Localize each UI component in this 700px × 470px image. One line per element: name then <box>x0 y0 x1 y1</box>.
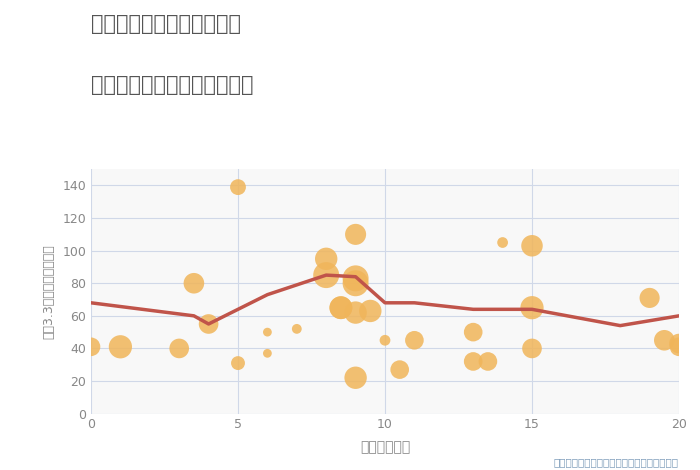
Point <box>85 343 97 351</box>
Point <box>673 340 685 347</box>
X-axis label: 駅距離（分）: 駅距離（分） <box>360 440 410 454</box>
Point <box>526 345 538 352</box>
Point <box>350 274 361 282</box>
Text: 駅距離別中古マンション価格: 駅距離別中古マンション価格 <box>91 75 253 95</box>
Point <box>379 337 391 344</box>
Point <box>365 307 376 315</box>
Point <box>262 350 273 357</box>
Text: 円の大きさは、取引のあった物件面積を示す: 円の大きさは、取引のあった物件面積を示す <box>554 458 679 468</box>
Point <box>350 280 361 287</box>
Point <box>188 280 199 287</box>
Point <box>232 360 244 367</box>
Point <box>232 183 244 191</box>
Point <box>321 255 332 263</box>
Point <box>526 304 538 312</box>
Point <box>497 239 508 246</box>
Point <box>262 329 273 336</box>
Point <box>659 337 670 344</box>
Point <box>468 329 479 336</box>
Point <box>335 304 346 312</box>
Point <box>409 337 420 344</box>
Point <box>644 294 655 302</box>
Point <box>203 320 214 328</box>
Point <box>335 304 346 312</box>
Point <box>174 345 185 352</box>
Text: 愛知県豊橋市牟呂大西町の: 愛知県豊橋市牟呂大西町の <box>91 14 241 34</box>
Point <box>394 366 405 373</box>
Point <box>115 343 126 351</box>
Point <box>526 242 538 250</box>
Point <box>350 309 361 316</box>
Y-axis label: 坪（3.3㎡）単価（万円）: 坪（3.3㎡）単価（万円） <box>42 244 55 339</box>
Point <box>482 358 493 365</box>
Point <box>673 343 685 351</box>
Point <box>291 325 302 333</box>
Point <box>350 374 361 382</box>
Point <box>350 231 361 238</box>
Point <box>468 358 479 365</box>
Point <box>321 271 332 279</box>
